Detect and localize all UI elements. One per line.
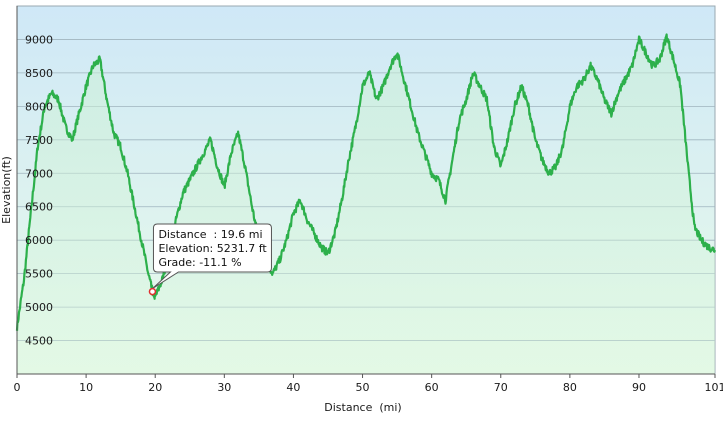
y-tick-label: 9000 xyxy=(25,33,53,46)
y-tick-label: 7000 xyxy=(25,167,53,180)
tooltip-grade: Grade: -11.1 % xyxy=(158,256,241,269)
elevation-line xyxy=(15,33,717,331)
y-tick-label: 6500 xyxy=(25,201,53,214)
hover-tooltip: Distance : 19.6 mi Elevation: 5231.7 ft … xyxy=(148,223,272,296)
x-tick-label: 70 xyxy=(494,381,508,394)
y-tick-label: 8000 xyxy=(25,100,53,113)
y-tick-label: 5000 xyxy=(25,301,53,314)
x-ticks: 0 10 20 30 40 50 60 70 80 90 101 xyxy=(14,374,723,394)
y-ticks: 4500 5000 5500 6000 6500 7000 7500 8000 8500 9000 xyxy=(25,33,53,347)
x-tick-label: 10 xyxy=(79,381,93,394)
line-layer xyxy=(15,33,717,331)
tooltip-box xyxy=(152,223,272,290)
x-axis-title: Distance (mi) xyxy=(324,401,401,414)
x-tick-label: 0 xyxy=(14,381,21,394)
tooltip-elevation: Elevation: 5231.7 ft xyxy=(158,242,267,255)
area-layer xyxy=(17,34,715,374)
x-tick-label: 90 xyxy=(632,381,646,394)
y-tick-label: 4500 xyxy=(25,335,53,348)
y-tick-label: 5500 xyxy=(25,268,53,281)
y-tick-label: 8500 xyxy=(25,67,53,80)
x-tick-label: 40 xyxy=(286,381,300,394)
hover-marker[interactable] xyxy=(148,287,157,296)
y-axis-title: Elevation(ft) xyxy=(0,156,13,224)
x-tick-label: 50 xyxy=(356,381,370,394)
x-tick-label: 30 xyxy=(217,381,231,394)
x-tick-label: 20 xyxy=(148,381,162,394)
y-tick-label: 7500 xyxy=(25,134,53,147)
x-tick-label: 60 xyxy=(425,381,439,394)
y-tick-label: 6000 xyxy=(25,234,53,247)
x-tick-label: 80 xyxy=(563,381,577,394)
tooltip-distance: Distance : 19.6 mi xyxy=(158,228,262,241)
x-tick-label: 101 xyxy=(705,381,723,394)
elevation-area xyxy=(17,34,715,374)
